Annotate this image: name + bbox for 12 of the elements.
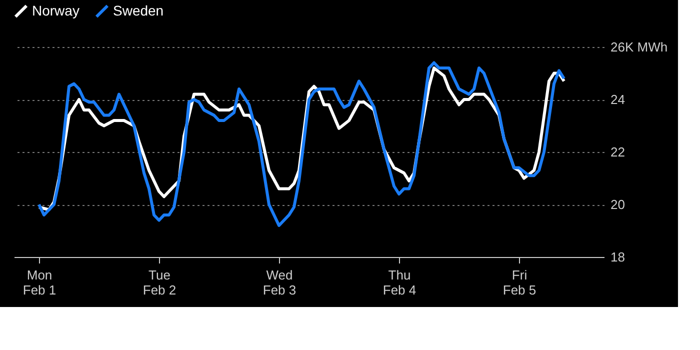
x-tick-label: Thu Feb 4 <box>382 268 416 298</box>
y-tick-label: 22 <box>610 144 625 160</box>
x-tick-label: Mon Feb 1 <box>22 268 56 298</box>
legend-label: Sweden <box>113 2 164 18</box>
y-tick-label: 26K MWh <box>610 40 668 54</box>
x-tick-label: Tue Feb 2 <box>142 268 176 298</box>
y-tick-label: 20 <box>610 197 625 212</box>
x-tick-label: Fri Feb 5 <box>502 268 536 298</box>
x-tick-label: Wed Feb 3 <box>262 268 296 298</box>
y-tick-label: 18 <box>610 250 625 264</box>
legend-label: Norway <box>32 2 80 18</box>
y-tick-label: 24 <box>610 92 625 107</box>
